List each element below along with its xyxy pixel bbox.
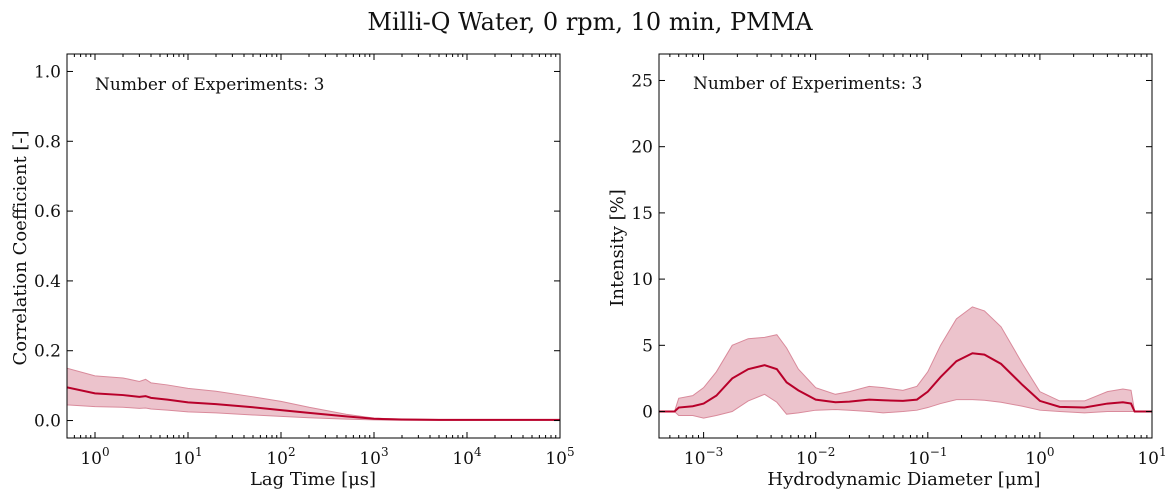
y-tick-label: 0.8: [34, 132, 61, 152]
right-y-axis-label: Intensity [%]: [607, 189, 628, 306]
y-tick-label: 0.4: [34, 272, 61, 292]
right-x-axis-label: Hydrodynamic Diameter [μm]: [767, 469, 1040, 490]
x-tick-label: 103: [359, 445, 388, 469]
y-tick-label: 5: [642, 336, 653, 356]
axes-frame: [658, 53, 1153, 439]
mean-line: [67, 386, 560, 421]
left-x-axis-label: Lag Time [μs]: [250, 469, 376, 490]
right-panel-intensity: 0 5 10 15 20 25 10−3 10−2 10−1 100 101 Number of E…: [607, 53, 1167, 490]
left-annotation: Number of Experiments: 3: [95, 75, 324, 95]
y-tick-label: 1.0: [34, 62, 61, 82]
x-tick-label: 102: [266, 445, 295, 469]
y-tick-label: 0: [642, 403, 653, 423]
x-tick-label: 10−2: [796, 445, 835, 469]
y-tick-label: 0.0: [34, 412, 61, 432]
x-tick-label: 104: [452, 445, 482, 469]
left-panel-correlation: 0.0 0.2 0.4 0.6 0.8 1.0 100 101 102 103 104 105 Num…: [10, 53, 575, 490]
x-tick-label: 10−3: [684, 445, 723, 469]
x-tick-label: 101: [1137, 445, 1166, 469]
y-tick-label: 15: [631, 204, 653, 224]
right-annotation: Number of Experiments: 3: [693, 74, 922, 94]
left-plot-layer: 0.0 0.2 0.4 0.6 0.8 1.0 100 101 102 103 104 105: [34, 53, 575, 469]
mean-line: [659, 352, 1152, 413]
figure-title: Milli-Q Water, 0 rpm, 10 min, PMMA: [367, 8, 813, 36]
confidence-band: [67, 367, 560, 421]
x-tick-label: 10−1: [908, 445, 947, 469]
y-tick-label: 25: [631, 71, 653, 91]
x-tick-label: 101: [173, 445, 202, 469]
x-tick-label: 100: [80, 445, 109, 469]
axes-frame: [66, 53, 561, 439]
y-tick-label: 20: [631, 138, 653, 158]
left-y-axis-label: Correlation Coefficient [-]: [10, 130, 31, 365]
y-tick-label: 0.6: [34, 202, 61, 222]
right-plot-layer: 0 5 10 15 20 25 10−3 10−2 10−1 100 101: [631, 53, 1167, 469]
x-tick-label: 100: [1025, 445, 1054, 469]
y-tick-label: 0.2: [34, 342, 61, 362]
y-tick-label: 10: [631, 270, 653, 290]
x-tick-label: 105: [545, 445, 574, 469]
